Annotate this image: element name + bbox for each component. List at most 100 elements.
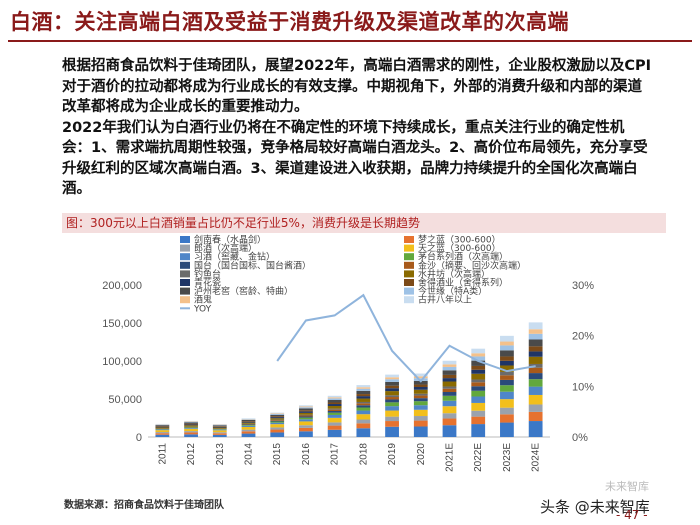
stacked-bar-chart: 0 50,000 100,000 150,000 200,000 0% 10% 20% 30% 2… [102,234,594,472]
x-tick-label: 2021E [445,443,456,472]
bar-segment [299,421,313,426]
bar-segment [241,433,256,437]
legend-swatch [404,270,414,278]
bar-segment [184,425,198,427]
bar-segment [471,382,486,387]
legend-swatch [180,287,190,295]
bar-segment [471,373,486,380]
bar-segment [241,426,256,430]
y-tick-left-label: 150,000 [102,318,142,330]
bar-segment [471,390,486,397]
bar-segment [385,379,399,382]
legend-label: 国台（国台国标、国台酱酒） [194,259,311,271]
y-tick-right-label: 20% [572,331,594,343]
legend-swatch [180,253,190,261]
bar-segment [327,405,342,409]
bar-segment [356,414,371,420]
legend-swatch [180,244,190,252]
page-number: - 47 - [616,508,648,522]
bar-segment [184,428,198,432]
y-tick-left-label: 200,000 [102,280,142,292]
bar-segment [327,398,342,400]
bar-segment [241,418,256,419]
legend-label: 郎酒（次高端） [194,242,257,254]
bar-segment [155,426,170,428]
bar-segment [528,421,543,437]
body-text: 根据招商食品饮料于佳琦团队，展望2022年，高端白酒需求的刚性，企业股权激励以及… [62,56,652,200]
bar-segment [442,400,457,407]
bar-segment [528,404,543,412]
bar-segment [299,407,313,409]
bar-segment [471,402,486,411]
legend-label: 青花瓷 [194,277,221,289]
bar-segment [500,365,514,372]
bar-segment [212,433,227,435]
bar-segment [385,391,399,396]
bar-segment [413,409,428,417]
bar-segment [270,416,285,418]
bar-segment [356,401,371,404]
bar-segment [299,417,313,420]
legend-label: 酒鬼 [194,294,212,306]
bar-segment [442,366,457,371]
legend-label: 今世缘（特A类） [418,285,487,297]
bar-segment [270,418,285,420]
bar-segment [155,432,170,434]
bar-segment [413,420,428,427]
bar-segment [184,422,198,424]
legend-label: 茅台系列酒（次高端） [418,251,508,263]
bar-segment [471,365,486,370]
x-tick-label: 2013 [215,443,226,466]
bar-segment [413,401,428,406]
bar-segment [442,374,457,379]
bar-segment [500,407,514,415]
bar-segment [299,425,313,428]
bar-segment [471,416,486,425]
bar-segment [385,406,399,411]
bar-segment [500,391,514,400]
watermark-toutiao: 头条 @未来智库 [540,498,650,516]
bar-segment [241,431,256,434]
bar-segment [212,427,227,429]
bar-segment [356,387,371,389]
bar-segment [500,345,514,351]
bar-segment [442,364,457,367]
bar-segment [184,424,198,426]
bar-segment [299,410,313,412]
bar-segment [270,412,285,414]
yoy-line [276,293,536,383]
bar-segment [184,431,198,433]
bar-segment [356,403,371,406]
bar-segment [155,429,170,431]
bar-segment [385,381,399,386]
legend-label: 梦之蓝（300-600） [418,234,501,246]
bar-segment [155,434,170,437]
bar-segment [356,388,371,391]
bar-segment [471,353,486,357]
bar-segment [299,419,313,422]
bar-segment [270,427,285,430]
y-tick-left-label: 0 [136,432,142,444]
legend-swatch [180,261,190,269]
legend-label: 剑南春（水晶剑） [194,234,266,246]
bar-segment [500,385,514,392]
bar-segment [270,420,285,422]
bar-segment [528,339,543,347]
bar-segment [385,395,399,398]
legend-swatch [404,244,414,252]
source-note: 数据来源：招商食品饮料于佳琦团队 [64,500,224,511]
bar-segment [385,399,399,403]
bar-segment [500,422,514,437]
bar-segment [413,376,428,379]
bar-segment [327,429,342,437]
bar-segment [327,404,342,406]
bar-segment [471,356,486,361]
bar-segment [500,356,514,361]
bar-segment [500,399,514,408]
bar-segment [528,322,543,330]
bar-segment [212,432,227,434]
bar-segment [270,420,285,421]
bar-segment [500,335,514,342]
bar-segment [442,418,457,426]
bar-segment [385,426,399,437]
